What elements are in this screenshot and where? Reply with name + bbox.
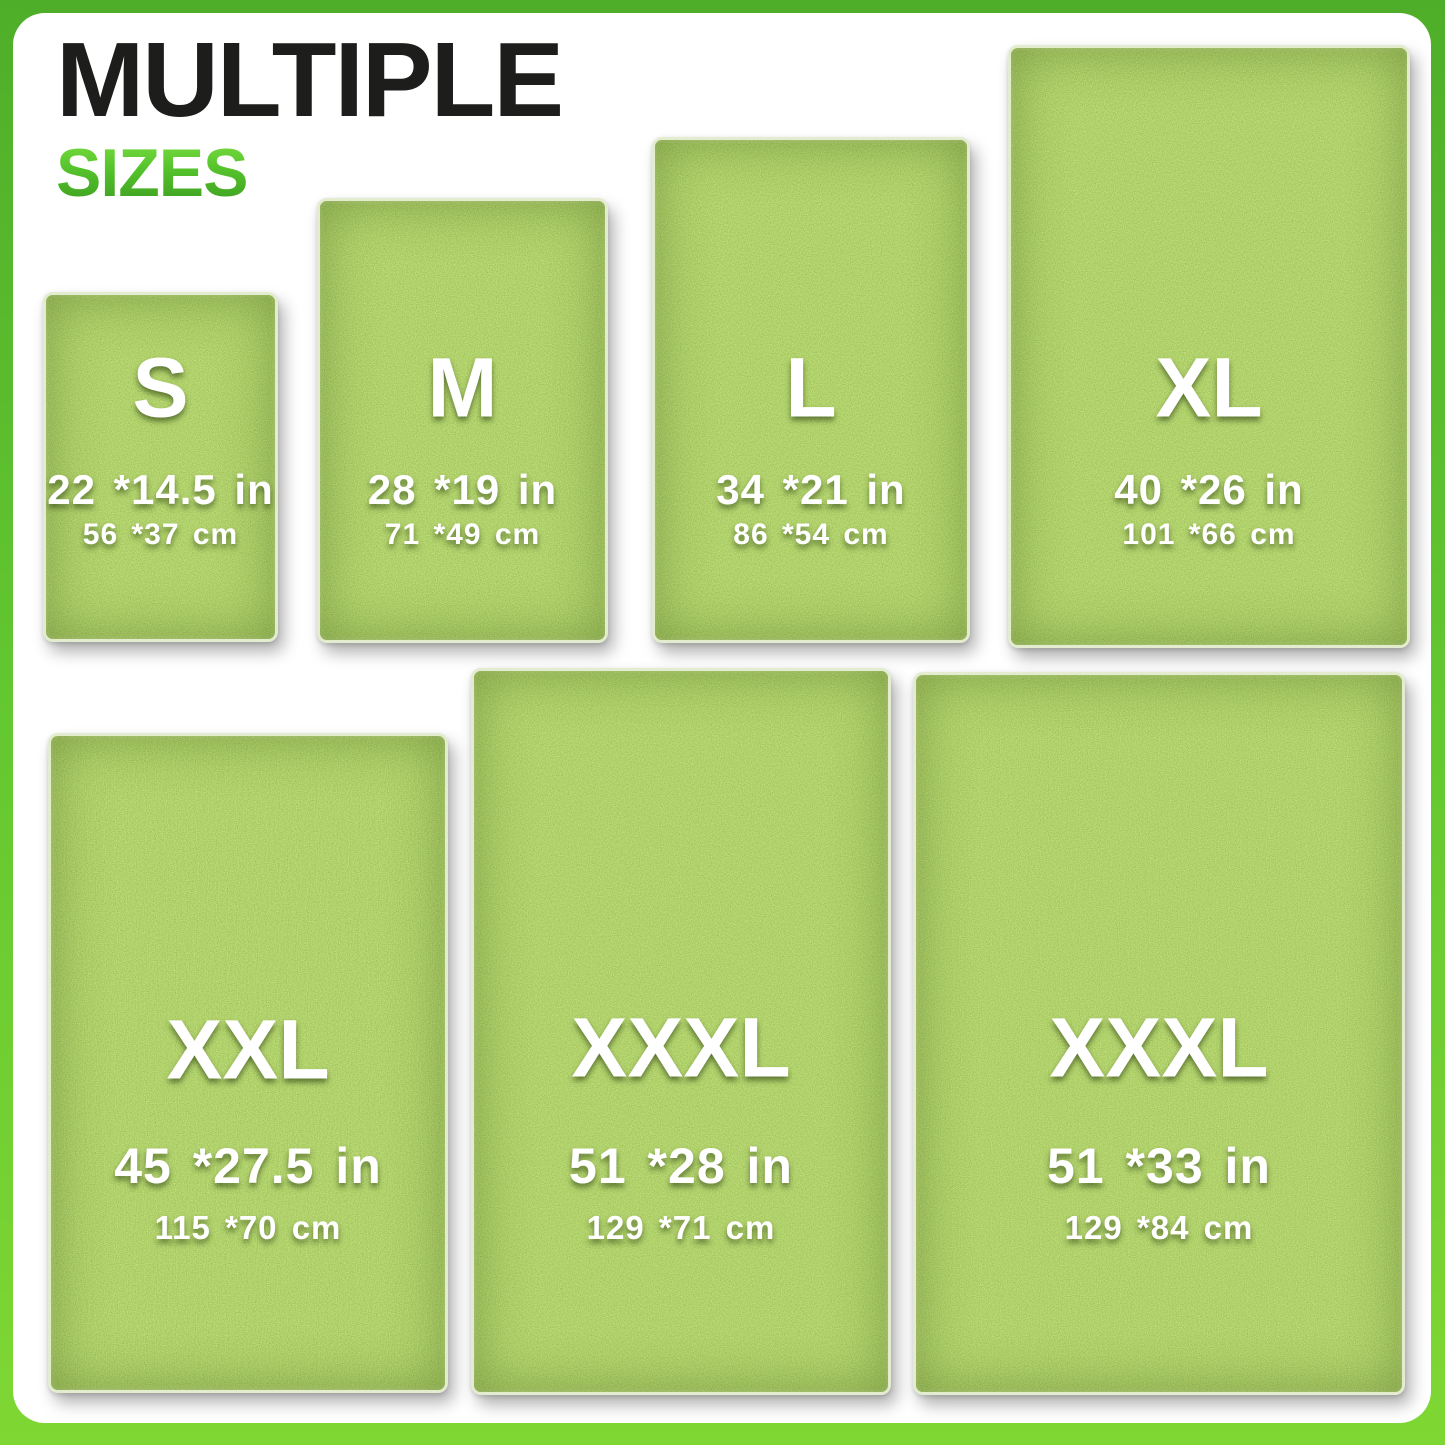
title-block: MULTIPLE SIZES: [56, 21, 564, 207]
mat-size-cm: 129 *71 cm: [586, 1209, 776, 1246]
mat-size-cm: 115 *70 cm: [154, 1209, 342, 1246]
mat-size-inches: 40 *26 in: [1114, 466, 1304, 513]
mat-m: M 28 *19 in 71 *49 cm: [317, 198, 608, 643]
mat-size-label: XXL: [166, 1002, 330, 1097]
grass-texture: [320, 201, 605, 640]
grass-texture: [46, 295, 275, 639]
mat-size-label: L: [785, 340, 837, 435]
grass-texture: [916, 675, 1402, 1392]
mat-xxxl-1: XXXL 51 *28 in 129 *71 cm: [471, 668, 891, 1395]
mat-xl: XL 40 *26 in 101 *66 cm: [1008, 45, 1410, 648]
mat-size-label: XXXL: [1049, 1000, 1269, 1095]
mat-size-inches: 22 *14.5 in: [47, 466, 274, 513]
grass-texture: [51, 736, 445, 1390]
grass-texture: [1011, 48, 1407, 645]
mat-size-label: XXXL: [571, 1000, 791, 1095]
mat-size-inches: 51 *33 in: [1047, 1138, 1271, 1194]
mat-xxl: XXL 45 *27.5 in 115 *70 cm: [48, 733, 448, 1393]
mat-size-label: XL: [1155, 340, 1263, 435]
mat-xxxl-2: XXXL 51 *33 in 129 *84 cm: [913, 672, 1405, 1395]
mat-size-cm: 101 *66 cm: [1122, 518, 1296, 551]
grass-texture: [474, 671, 888, 1392]
grass-texture: [655, 140, 967, 640]
title-multiple: MULTIPLE: [56, 21, 564, 139]
mat-size-cm: 86 *54 cm: [733, 518, 889, 551]
mat-size-label: M: [427, 340, 498, 435]
mat-size-inches: 34 *21 in: [716, 466, 906, 513]
mat-size-cm: 129 *84 cm: [1064, 1209, 1254, 1246]
mat-size-inches: 45 *27.5 in: [114, 1138, 382, 1194]
title-sizes: SIZES: [56, 139, 562, 207]
mat-size-inches: 51 *28 in: [569, 1138, 793, 1194]
mat-s: S 22 *14.5 in 56 *37 cm: [43, 292, 278, 642]
mat-size-cm: 71 *49 cm: [384, 518, 541, 551]
mat-size-inches: 28 *19 in: [367, 466, 558, 513]
mat-size-label: S: [132, 340, 189, 435]
mat-l: L 34 *21 in 86 *54 cm: [652, 137, 970, 643]
mat-size-cm: 56 *37 cm: [82, 518, 239, 551]
